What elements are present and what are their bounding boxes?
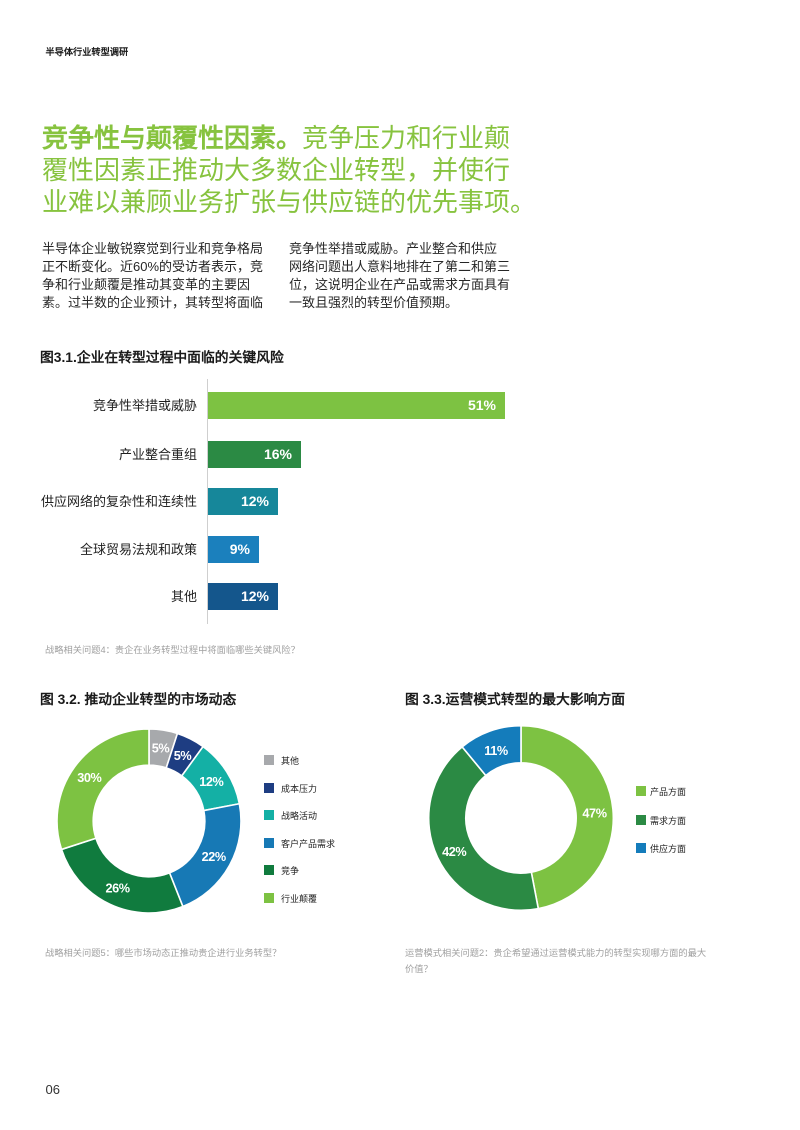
svg-text:22%: 22% — [201, 850, 225, 864]
svg-text:12%: 12% — [199, 775, 223, 789]
svg-text:5%: 5% — [152, 741, 170, 755]
svg-text:42%: 42% — [442, 845, 466, 859]
svg-text:11%: 11% — [484, 744, 508, 758]
svg-text:47%: 47% — [582, 806, 606, 820]
svg-text:5%: 5% — [174, 749, 192, 763]
svg-text:26%: 26% — [105, 881, 129, 895]
svg-text:30%: 30% — [77, 771, 101, 785]
